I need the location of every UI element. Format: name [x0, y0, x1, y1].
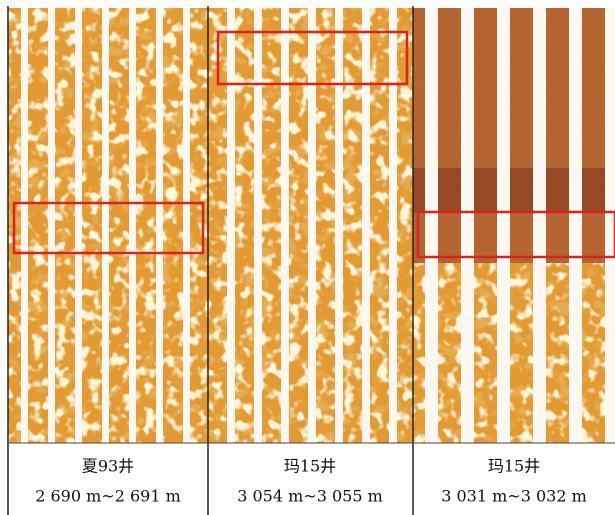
depth-range: 2 690 m~2 691 m: [35, 487, 181, 506]
captions: 夏93井 2 690 m~2 691 m 玛15井 3 054 m~3 055 …: [35, 457, 587, 506]
pad-gap: [605, 8, 615, 443]
pad-gap: [227, 8, 235, 443]
well-name: 玛15井: [284, 457, 336, 476]
dark-band: [413, 168, 615, 213]
pad-gap: [389, 8, 397, 443]
pad-gap: [156, 8, 163, 443]
well-name: 玛15井: [488, 457, 540, 476]
highlight-box: [12, 201, 205, 255]
pad-gap: [362, 8, 370, 443]
pad-gap: [281, 8, 289, 443]
frames: [7, 6, 615, 515]
pad-gap: [497, 8, 510, 443]
pad-gap: [425, 8, 438, 443]
pad-gap: [183, 8, 190, 443]
pad-gap: [533, 8, 546, 443]
depth-range: 3 031 m~3 032 m: [441, 487, 587, 506]
depth-range: 3 054 m~3 055 m: [237, 487, 383, 506]
pad-gap: [21, 8, 28, 443]
pad-gap: [254, 8, 262, 443]
pad-gap: [48, 8, 55, 443]
highlight-box: [216, 30, 409, 86]
brown-grain: [413, 8, 615, 263]
pad-gap: [129, 8, 136, 443]
pad-gap: [335, 8, 343, 443]
highlight-box: [416, 210, 615, 259]
well-name: 夏93井: [82, 457, 134, 476]
pad-gap: [102, 8, 109, 443]
log-images: [8, 8, 615, 443]
pad-gap: [75, 8, 82, 443]
pad-gap: [308, 8, 316, 443]
pad-gap: [461, 8, 474, 443]
pad-gap: [569, 8, 582, 443]
